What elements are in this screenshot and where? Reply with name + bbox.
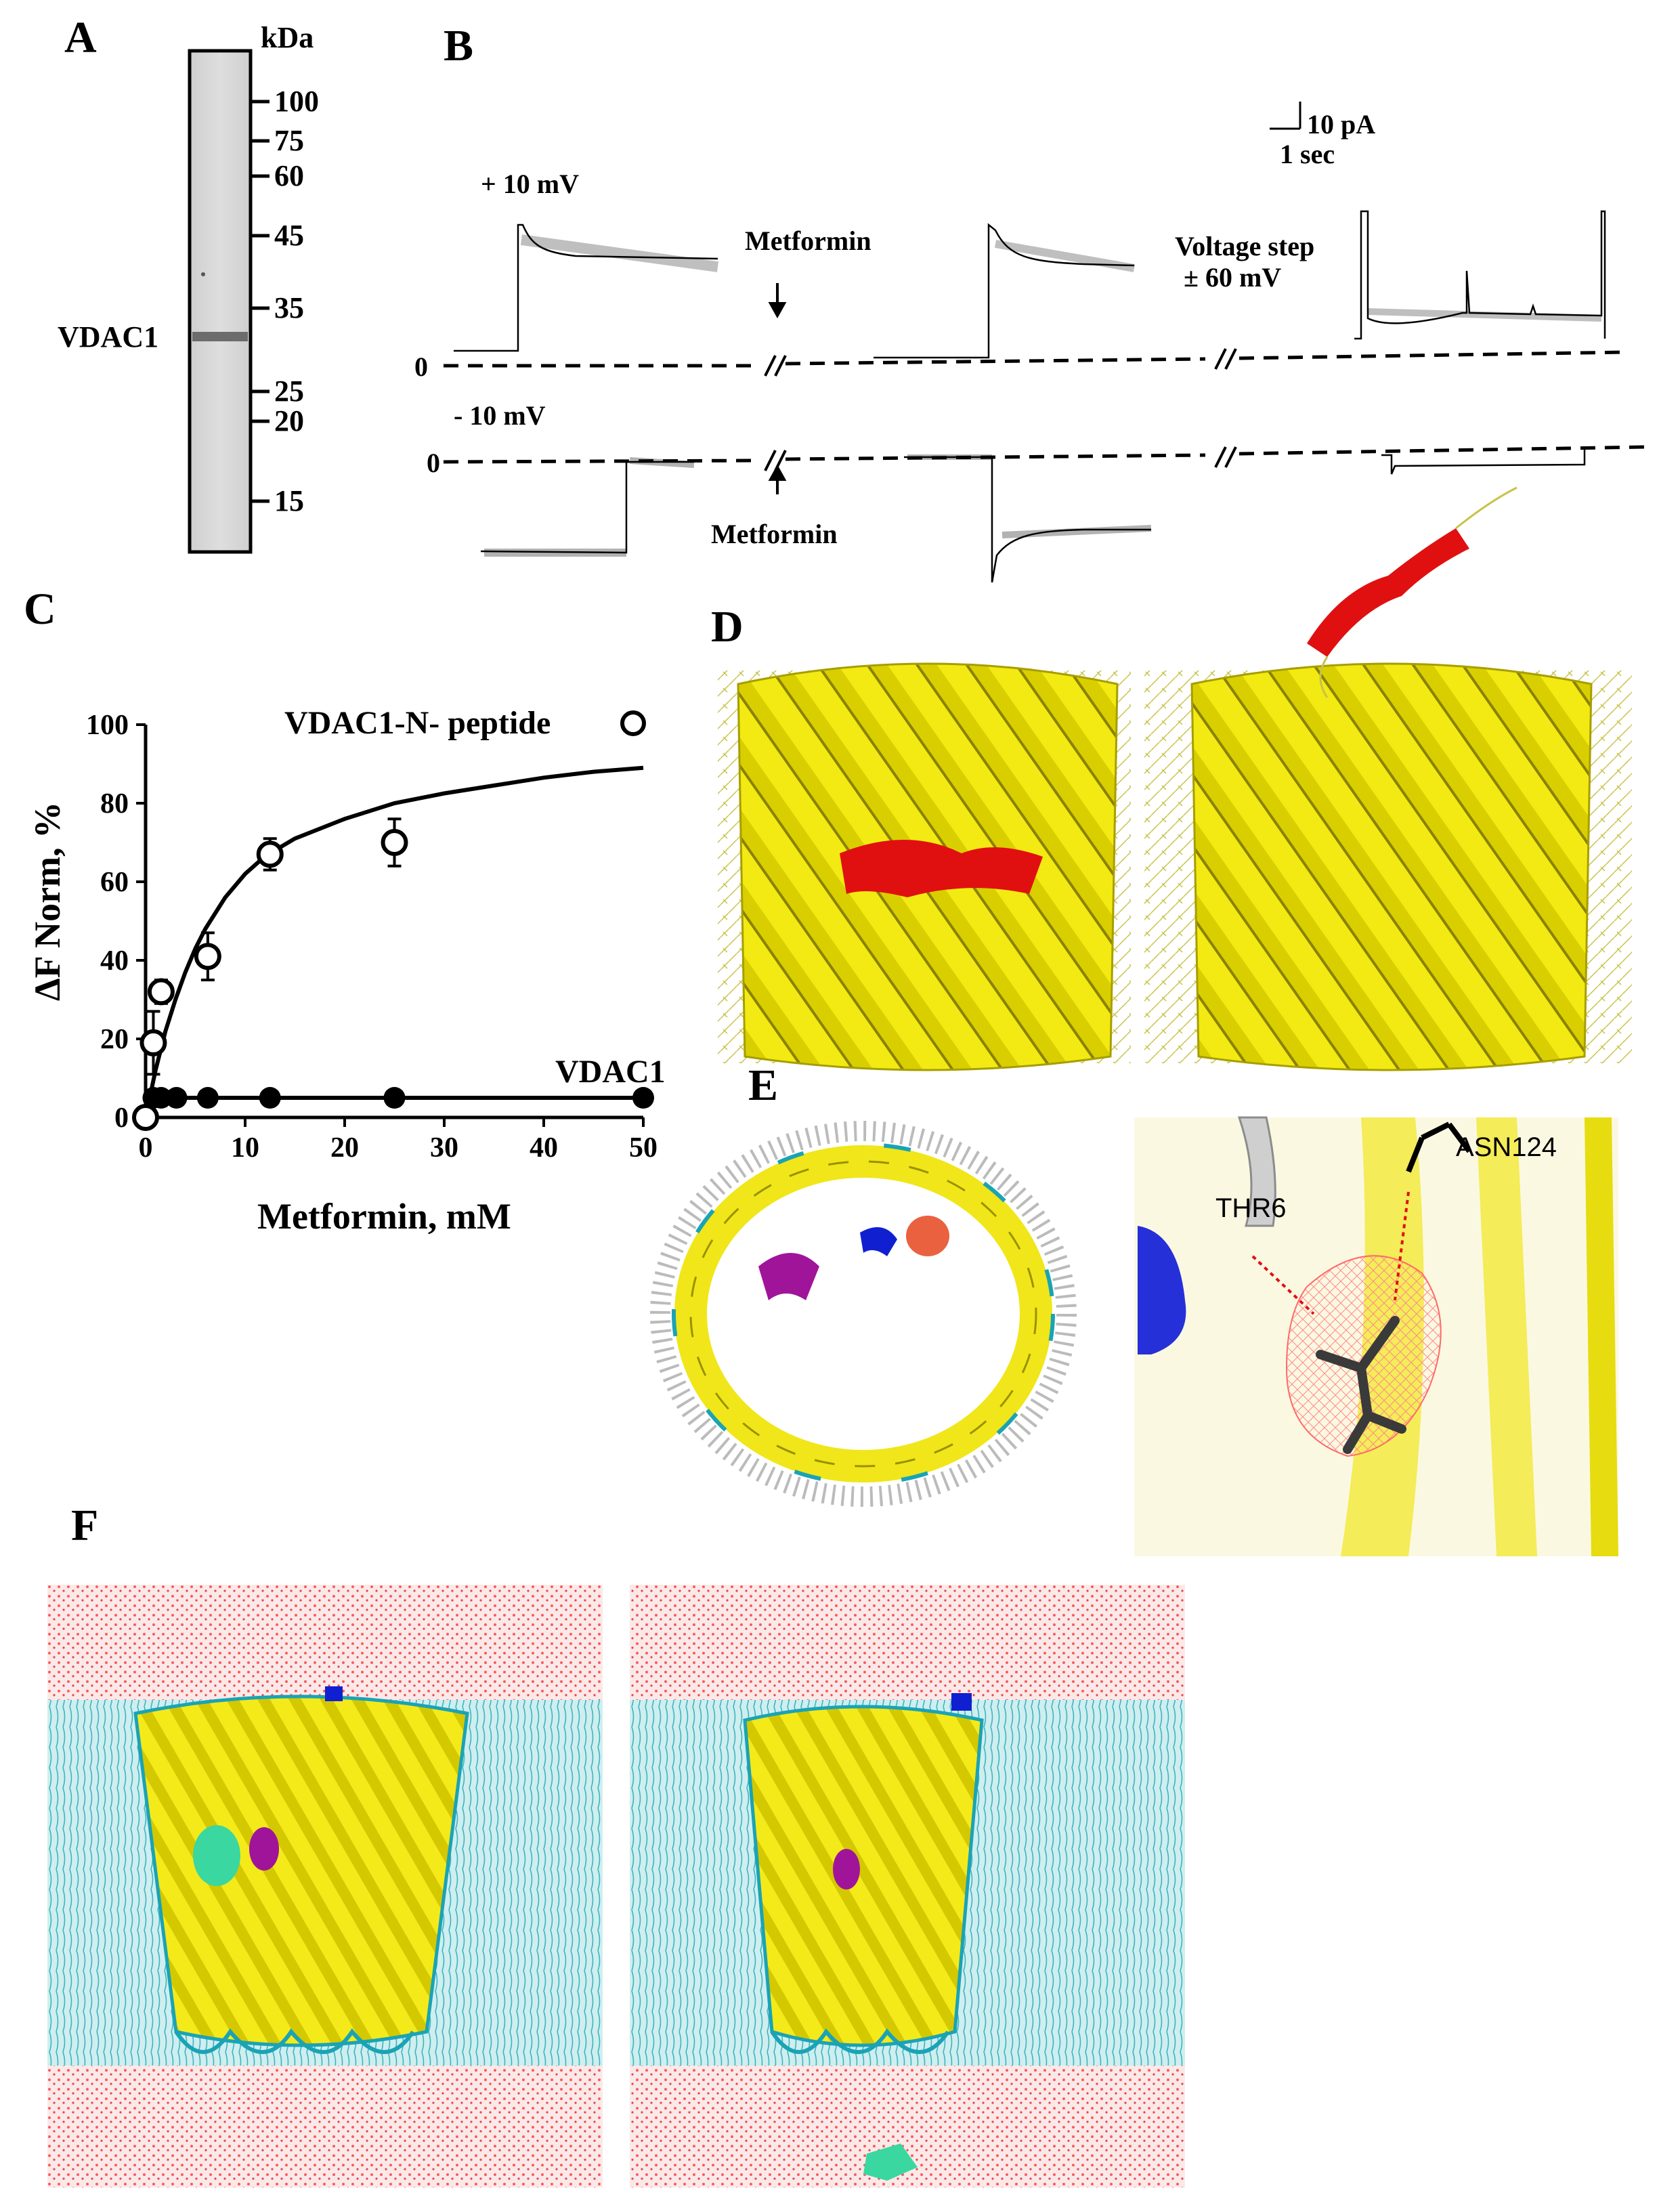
point-peptide <box>381 829 408 856</box>
metformin-bottom-label: Metformin <box>711 519 838 549</box>
x-tick-label: 40 <box>530 1132 558 1163</box>
asn124-residue <box>1406 1122 1472 1173</box>
n-terminal-helix-outside <box>1307 528 1469 657</box>
marker-100: 100 <box>274 85 319 118</box>
bottom-baseline <box>443 445 1646 464</box>
barrel-top-view <box>650 1121 1077 1507</box>
vdac1-structures <box>718 486 1632 1071</box>
n-terminal-helix-inside <box>840 840 1043 897</box>
point-peptide <box>194 943 221 970</box>
panel-label-a: A <box>64 13 97 62</box>
metformin-right <box>863 2143 918 2181</box>
marker-75: 75 <box>274 124 304 157</box>
point-peptide <box>139 1029 167 1056</box>
panel-d <box>704 474 1666 1084</box>
bottom-voltage-label: - 10 mV <box>454 400 546 431</box>
point-vdac1 <box>383 1087 406 1109</box>
panel-f <box>47 1585 1402 2194</box>
residue-thr6: THR6 <box>1215 1193 1287 1223</box>
voltage-step-label: Voltage step <box>1175 231 1315 261</box>
fit-curve-peptide <box>144 765 644 1118</box>
series-label-vdac1: VDAC1 <box>555 1054 666 1090</box>
x-tick-label: 0 <box>139 1132 153 1163</box>
series-label-peptide: VDAC1-N- peptide <box>284 705 551 741</box>
x-tick-label: 10 <box>231 1132 259 1163</box>
top-baseline <box>444 350 1626 368</box>
y-tick-label: 0 <box>114 1103 129 1134</box>
helix-blue <box>860 1227 897 1256</box>
binding-chart: 0 20 40 60 80 100 0 10 20 30 40 50 <box>86 710 658 1163</box>
chart-x-title: Metformin, mM <box>257 1196 511 1237</box>
point-peptide <box>132 1104 159 1131</box>
blot-lane <box>188 49 253 554</box>
point-vdac1 <box>165 1087 188 1109</box>
marker-45: 45 <box>274 219 304 252</box>
y-tick-label: 80 <box>100 788 129 819</box>
panel-label-e: E <box>748 1061 779 1110</box>
marker-25: 25 <box>274 375 304 408</box>
md-snapshots <box>47 1585 1185 2187</box>
panel-b: 10 pA 1 sec + 10 mV - 10 mV 0 0 Metformi… <box>406 68 1659 582</box>
point-vdac1 <box>632 1087 654 1109</box>
panel-label-d: D <box>711 602 744 652</box>
x-tick-label: 30 <box>430 1132 458 1163</box>
marker-20: 20 <box>274 404 304 437</box>
y-tick-label: 40 <box>100 945 129 977</box>
marker-60: 60 <box>274 159 304 192</box>
kda-label: kDa <box>261 21 314 54</box>
metformin-molecule <box>1316 1316 1406 1454</box>
metformin-site <box>906 1216 949 1256</box>
point-vdac1 <box>150 1087 172 1109</box>
point-vdac1 <box>259 1087 281 1109</box>
docking-views <box>650 1116 1618 1556</box>
md-snapshot-left <box>47 1585 603 2187</box>
vdac1-band <box>192 332 248 341</box>
chart-y-title: ΔF Norm, % <box>27 801 68 1002</box>
panel-label-f: F <box>71 1501 99 1550</box>
barrel-left <box>718 662 1131 1071</box>
hydrogen-bonds <box>1251 1191 1410 1315</box>
panel-a: kDa 100 75 60 45 35 25 20 15 VDAC1 <box>0 0 379 562</box>
metformin-top-label: Metformin <box>745 226 871 256</box>
top-zero-label: 0 <box>414 351 428 382</box>
point-vdac1 <box>196 1087 219 1109</box>
current-traces <box>443 102 1646 582</box>
blue-ribbon <box>1138 1226 1186 1354</box>
y-tick-label: 20 <box>100 1024 129 1055</box>
x-tick-label: 20 <box>330 1132 359 1163</box>
bottom-zero-label: 0 <box>427 448 440 478</box>
panel-c: 0 20 40 60 80 100 0 10 20 30 40 50 Metformin, mM ΔF… <box>0 610 711 1253</box>
x-tick-label: 50 <box>629 1132 658 1163</box>
scale-time-label: 1 sec <box>1280 139 1335 169</box>
point-peptide <box>147 978 175 1006</box>
panel-label-c: C <box>24 584 56 634</box>
residue-asn124: ASN124 <box>1456 1132 1557 1162</box>
top-voltage-label: + 10 mV <box>481 169 579 199</box>
barrel-right <box>1144 486 1632 1071</box>
helix-purple <box>758 1253 819 1300</box>
top-breaks <box>764 348 1237 377</box>
panel-e: THR6 ASN124 <box>637 1097 1666 1571</box>
top-traces <box>454 210 1606 359</box>
docking-zoom <box>1134 1116 1618 1556</box>
point-peptide <box>256 840 284 868</box>
y-tick-label: 60 <box>100 867 129 898</box>
metformin-arrows <box>768 283 787 494</box>
vdac1-blot-label: VDAC1 <box>58 320 159 354</box>
marker-15: 15 <box>274 484 304 517</box>
scale-current-label: 10 pA <box>1307 109 1376 140</box>
metformin-left <box>193 1825 240 1886</box>
legend-marker-peptide <box>620 710 646 736</box>
marker-ticks <box>252 100 270 503</box>
scale-bar <box>1270 102 1301 130</box>
voltage-step-amplitude: ± 60 mV <box>1184 262 1282 293</box>
blot-graphic <box>188 49 270 554</box>
marker-35: 35 <box>274 291 304 324</box>
panel-label-b: B <box>444 21 474 70</box>
y-tick-label: 100 <box>86 710 129 741</box>
md-snapshot-right <box>630 1585 1185 2187</box>
bottom-traces <box>480 447 1586 582</box>
